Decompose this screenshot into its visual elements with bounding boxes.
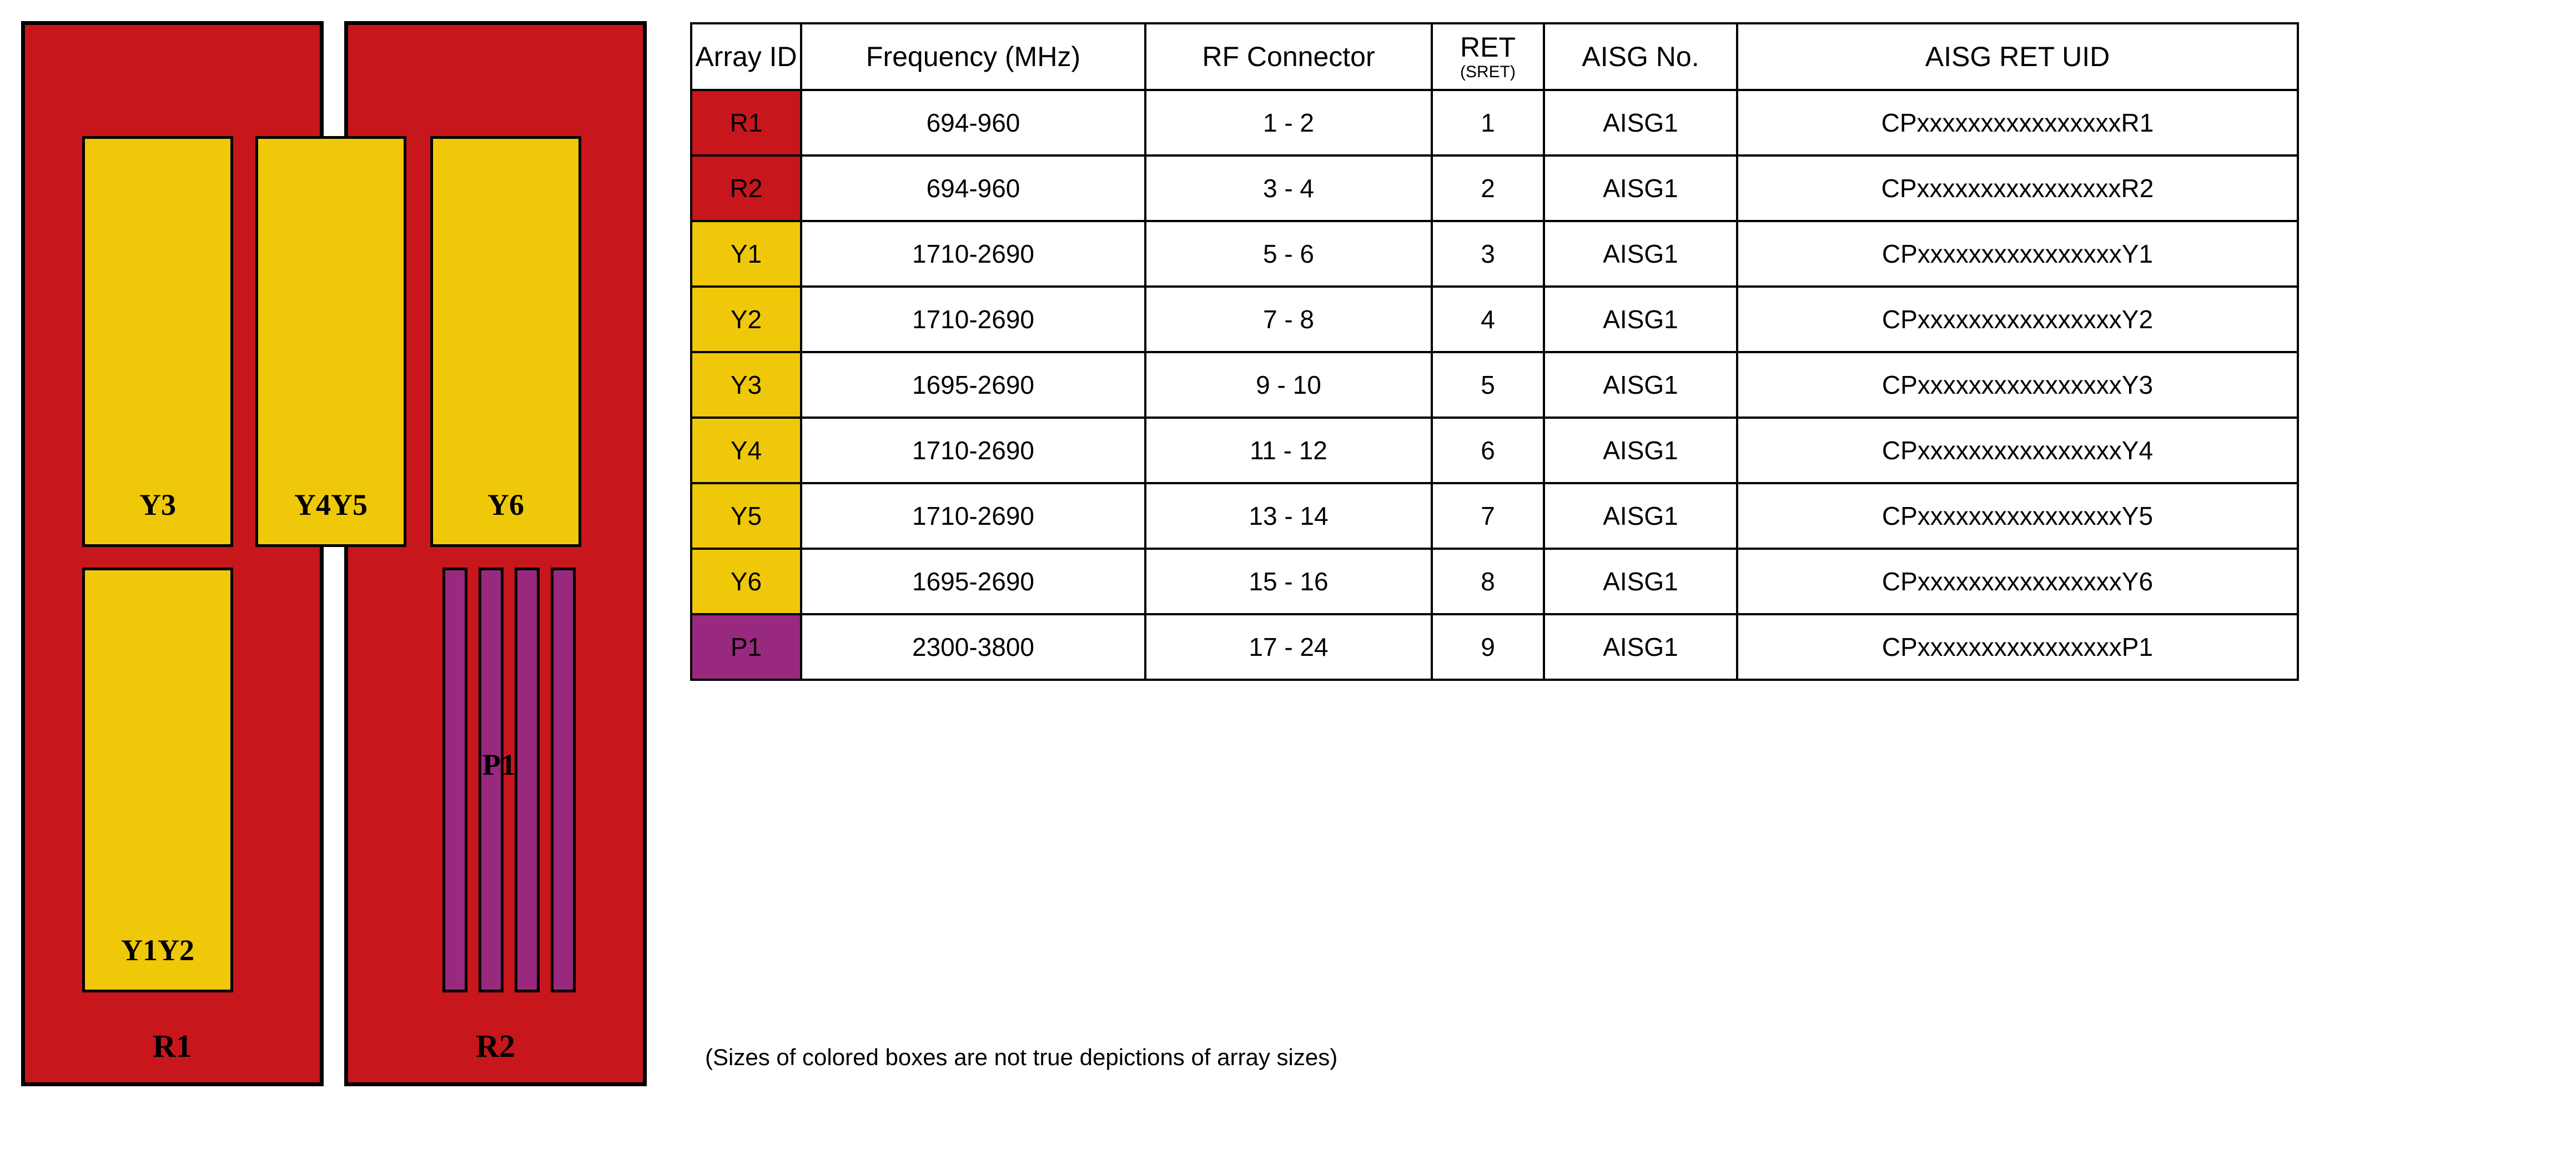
array-box-y1y2-label: Y1Y2 — [121, 934, 194, 967]
array-group-p1-label: P1 — [482, 748, 516, 781]
cell-aisg-no: AISG1 — [1543, 351, 1738, 419]
cell-aisg-no: AISG1 — [1543, 89, 1738, 157]
cell-frequency: 694-960 — [800, 89, 1146, 157]
cell-frequency: 1710-2690 — [800, 482, 1146, 550]
cell-array-id: Y4 — [690, 417, 802, 484]
table-row: Y5 1710-2690 13 - 14 7 AISG1 CPxxxxxxxxxxxxxx… — [690, 482, 2299, 550]
column-header-ret-main: RET — [1460, 32, 1516, 63]
cell-rf-connector: 9 - 10 — [1144, 351, 1433, 419]
cell-ret: 8 — [1431, 548, 1545, 615]
cell-frequency: 1710-2690 — [800, 285, 1146, 353]
cell-array-id: R2 — [690, 154, 802, 222]
cell-array-id: R1 — [690, 89, 802, 157]
cell-aisg-ret-uid: CPxxxxxxxxxxxxxxxxY3 — [1736, 351, 2299, 419]
array-box-y6: Y6 — [430, 136, 581, 547]
cell-rf-connector: 17 - 24 — [1144, 613, 1433, 681]
cell-aisg-no: AISG1 — [1543, 417, 1738, 484]
cell-aisg-ret-uid: CPxxxxxxxxxxxxxxxxY2 — [1736, 285, 2299, 353]
cell-aisg-ret-uid: CPxxxxxxxxxxxxxxxxY5 — [1736, 482, 2299, 550]
cell-rf-connector: 3 - 4 — [1144, 154, 1433, 222]
array-bar-p1-3 — [515, 568, 540, 992]
panel-r2-label: R2 — [476, 1028, 515, 1064]
table-row: Y1 1710-2690 5 - 6 3 AISG1 CPxxxxxxxxxxxxxxxx… — [690, 220, 2299, 288]
array-box-y3-label: Y3 — [139, 488, 176, 521]
cell-aisg-no: AISG1 — [1543, 285, 1738, 353]
array-group-p1: P1 — [0, 0, 666, 1111]
cell-array-id: Y6 — [690, 548, 802, 615]
cell-aisg-ret-uid: CPxxxxxxxxxxxxxxxxP1 — [1736, 613, 2299, 681]
array-box-y3: Y3 — [82, 136, 233, 547]
cell-rf-connector: 13 - 14 — [1144, 482, 1433, 550]
array-box-y4y5-label: Y4Y5 — [294, 488, 368, 521]
table-row: Y4 1710-2690 11 - 12 6 AISG1 CPxxxxxxxxxxxxxx… — [690, 417, 2299, 484]
cell-aisg-no: AISG1 — [1543, 613, 1738, 681]
array-box-y1y2: Y1Y2 — [82, 568, 233, 992]
cell-array-id: Y3 — [690, 351, 802, 419]
cell-array-id: Y5 — [690, 482, 802, 550]
table-header-row: Array ID Frequency (MHz) RF Connector RE… — [690, 22, 2299, 91]
cell-frequency: 694-960 — [800, 154, 1146, 222]
cell-array-id: Y2 — [690, 285, 802, 353]
cell-rf-connector: 1 - 2 — [1144, 89, 1433, 157]
cell-aisg-ret-uid: CPxxxxxxxxxxxxxxxxY4 — [1736, 417, 2299, 484]
table-row: R2 694-960 3 - 4 2 AISG1 CPxxxxxxxxxxxxxxxxR2 — [690, 154, 2299, 222]
cell-rf-connector: 15 - 16 — [1144, 548, 1433, 615]
cell-frequency: 1695-2690 — [800, 548, 1146, 615]
table-row: P1 2300-3800 17 - 24 9 AISG1 CPxxxxxxxxxxxxxx… — [690, 613, 2299, 681]
diagram-caption: (Sizes of colored boxes are not true dep… — [705, 1044, 1338, 1070]
cell-array-id: Y1 — [690, 220, 802, 288]
column-header-frequency: Frequency (MHz) — [800, 22, 1146, 91]
cell-aisg-ret-uid: CPxxxxxxxxxxxxxxxxY1 — [1736, 220, 2299, 288]
cell-rf-connector: 5 - 6 — [1144, 220, 1433, 288]
cell-aisg-no: AISG1 — [1543, 220, 1738, 288]
cell-ret: 4 — [1431, 285, 1545, 353]
cell-aisg-no: AISG1 — [1543, 482, 1738, 550]
array-bar-p1-2 — [479, 568, 504, 992]
column-header-aisg-no: AISG No. — [1543, 22, 1738, 91]
table-row: R1 694-960 1 - 2 1 AISG1 CPxxxxxxxxxxxxxxxxR1 — [690, 89, 2299, 157]
array-bar-p1-4 — [551, 568, 576, 992]
cell-aisg-no: AISG1 — [1543, 154, 1738, 222]
column-header-ret-sub: (SRET) — [1460, 62, 1516, 81]
cell-rf-connector: 11 - 12 — [1144, 417, 1433, 484]
cell-frequency: 1695-2690 — [800, 351, 1146, 419]
cell-aisg-ret-uid: CPxxxxxxxxxxxxxxxxR2 — [1736, 154, 2299, 222]
table-row: Y3 1695-2690 9 - 10 5 AISG1 CPxxxxxxxxxxxxxxx… — [690, 351, 2299, 419]
array-bar-p1-1 — [442, 568, 467, 992]
table-row: Y6 1695-2690 15 - 16 8 AISG1 CPxxxxxxxxxxxxxx… — [690, 548, 2299, 615]
cell-ret: 6 — [1431, 417, 1545, 484]
array-spec-table-container: Array ID Frequency (MHz) RF Connector RE… — [690, 22, 2299, 681]
column-header-aisg-ret-uid: AISG RET UID — [1736, 22, 2299, 91]
cell-aisg-no: AISG1 — [1543, 548, 1738, 615]
table-body: R1 694-960 1 - 2 1 AISG1 CPxxxxxxxxxxxxxxxxR1… — [690, 89, 2299, 681]
cell-ret: 7 — [1431, 482, 1545, 550]
column-header-array-id: Array ID — [690, 22, 802, 91]
table-row: Y2 1710-2690 7 - 8 4 AISG1 CPxxxxxxxxxxxxxxxx… — [690, 285, 2299, 353]
antenna-layout-diagram: R1 R2 Y3 Y4Y5 Y6 Y1Y2 P1 — [0, 0, 666, 1111]
cell-ret: 9 — [1431, 613, 1545, 681]
panel-r1-label: R1 — [153, 1028, 192, 1064]
cell-ret: 2 — [1431, 154, 1545, 222]
cell-frequency: 1710-2690 — [800, 417, 1146, 484]
array-box-y4y5: Y4Y5 — [255, 136, 406, 547]
cell-frequency: 2300-3800 — [800, 613, 1146, 681]
cell-ret: 5 — [1431, 351, 1545, 419]
cell-frequency: 1710-2690 — [800, 220, 1146, 288]
cell-rf-connector: 7 - 8 — [1144, 285, 1433, 353]
cell-ret: 3 — [1431, 220, 1545, 288]
column-header-rf-connector: RF Connector — [1144, 22, 1433, 91]
column-header-ret: RET (SRET) — [1431, 22, 1545, 91]
cell-aisg-ret-uid: CPxxxxxxxxxxxxxxxxR1 — [1736, 89, 2299, 157]
cell-ret: 1 — [1431, 89, 1545, 157]
array-box-y6-label: Y6 — [487, 488, 524, 521]
array-spec-table: Array ID Frequency (MHz) RF Connector RE… — [690, 22, 2299, 681]
cell-array-id: P1 — [690, 613, 802, 681]
cell-aisg-ret-uid: CPxxxxxxxxxxxxxxxxY6 — [1736, 548, 2299, 615]
